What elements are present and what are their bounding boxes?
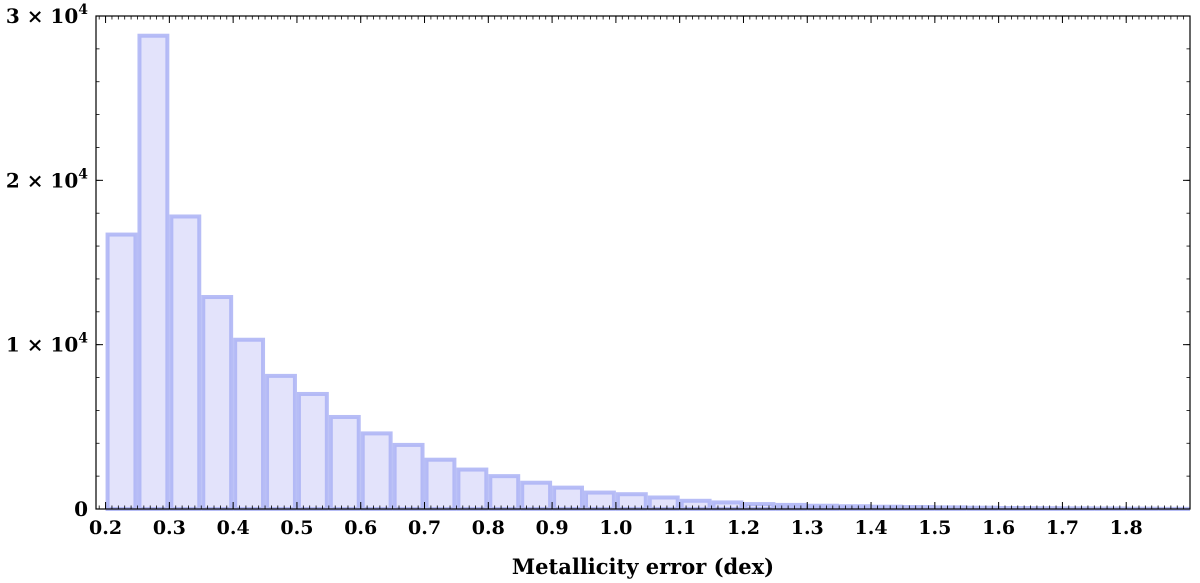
y-tick-label: 0 — [74, 497, 88, 521]
histogram-bar — [137, 33, 170, 511]
x-tick-label: 0.7 — [408, 517, 441, 539]
histogram-bar — [169, 214, 202, 511]
x-tick-label: 1.3 — [791, 517, 824, 539]
x-tick-label: 1.2 — [727, 517, 760, 539]
x-tick-label: 1.7 — [1046, 517, 1079, 539]
histogram-bar — [424, 457, 457, 512]
histogram-bar — [105, 232, 138, 512]
x-tick-label: 1.0 — [599, 517, 632, 539]
tick-labels-group: 0.2 0.3 0.4 0.5 0.6 0.7 0.8 0.9 1.0 1.1 1.2 1.3 1.4 1… — [6, 2, 1143, 539]
histogram-bar — [233, 337, 266, 511]
x-axis-label: Metallicity error (dex) — [512, 554, 774, 579]
x-tick-label: 0.4 — [217, 517, 250, 539]
x-tick-label: 0.3 — [153, 517, 186, 539]
histogram-bar — [201, 295, 234, 512]
x-tick-label: 1.1 — [663, 517, 696, 539]
x-tick-label: 0.9 — [536, 517, 569, 539]
x-tick-label: 0.8 — [472, 517, 505, 539]
x-tick-label: 1.6 — [982, 517, 1015, 539]
y-tick-label: 3 × 104 — [6, 2, 88, 28]
plot-frame — [95, 15, 1191, 510]
histogram-bar — [360, 431, 393, 512]
y-tick-label: 2 × 104 — [6, 166, 88, 192]
x-tick-label: 1.4 — [855, 517, 888, 539]
histogram-bar — [520, 480, 553, 511]
histogram-bar — [456, 467, 489, 511]
histogram-bar — [265, 373, 297, 512]
y-tick-label: 1 × 104 — [6, 331, 88, 357]
x-tick-label: 0.6 — [344, 517, 377, 539]
histogram-bar — [296, 391, 329, 512]
x-tick-label: 0.5 — [280, 517, 313, 539]
bars-group — [105, 33, 1191, 512]
x-tick-label: 1.5 — [918, 517, 951, 539]
x-tick-label: 0.2 — [89, 517, 122, 539]
ticks-group — [96, 15, 1190, 510]
histogram-bar — [488, 474, 521, 511]
x-tick-label: 1.8 — [1110, 517, 1143, 539]
histogram-bar — [392, 442, 425, 511]
histogram-bar — [328, 414, 361, 511]
